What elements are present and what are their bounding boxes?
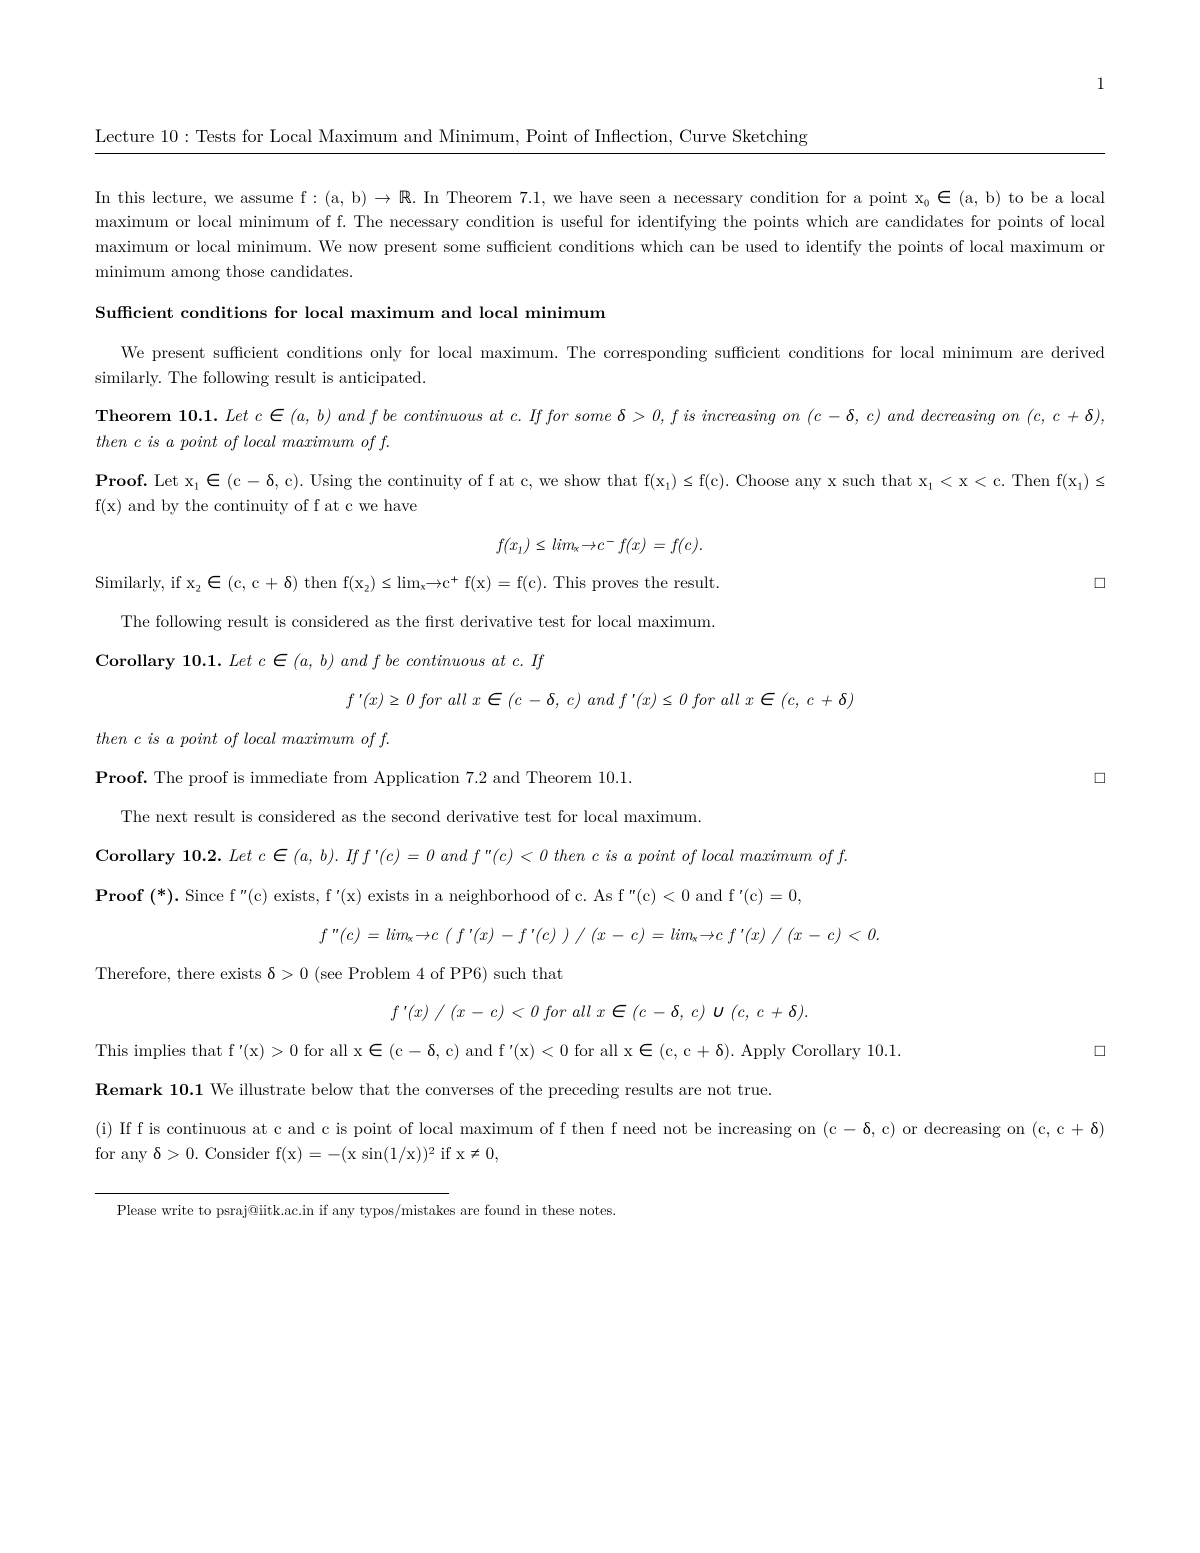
proof-1-display: f(x₁) ≤ limₓ→c⁻ f(x) = f(c). [95,531,1105,556]
proof-text: Similarly, if x₂ ∈ (c, c + δ) then f(x₂)… [95,569,720,593]
qed-icon: □ [1095,1037,1105,1062]
cor101-display: f ′(x) ≥ 0 for all x ∈ (c − δ, c) and f … [95,686,1105,711]
qed-icon: □ [1095,569,1105,594]
display-text: f ′(x) / (x − c) < 0 for all x ∈ (c − δ,… [391,998,808,1022]
proof-3-display-1: f ″(c) = limₓ→c ( f ′(x) − f ′(c) ) / (x… [95,921,1105,946]
proof-3-p1: Proof (*). Since f ″(c) exists, f ′(x) e… [95,882,1105,908]
qed-icon: □ [1095,764,1105,789]
proof-3-p3: This implies that f ′(x) > 0 for all x ∈… [95,1037,1105,1062]
theorem-10-1: Theorem 10.1. Let c ∈ (a, b) and f be co… [95,402,1105,452]
lecture-title: Lecture 10 : Tests for Local Maximum and… [95,123,1105,154]
corollary-body: Let c ∈ (a, b) and f be continuous at c.… [228,647,542,671]
proof-3-p2: Therefore, there exists δ > 0 (see Probl… [95,960,1105,985]
section-heading: Sufficient conditions for local maximum … [95,300,1105,325]
cor101-body2: then c is a point of local maximum of f. [95,725,1105,750]
proof-2: Proof. The proof is immediate from Appli… [95,764,1105,790]
remark-10-1: Remark 10.1 We illustrate below that the… [95,1076,1105,1102]
corollary-label: Corollary 10.1. [95,648,222,672]
proof-text: This implies that f ′(x) > 0 for all x ∈… [95,1037,902,1061]
footer-note: Please write to psraj@iitk.ac.in if any … [95,1200,1105,1221]
corollary-10-1: Corollary 10.1. Let c ∈ (a, b) and f be … [95,647,1105,673]
page-number: 1 [95,70,1105,95]
corollary-10-2: Corollary 10.2. Let c ∈ (a, b). If f ′(c… [95,842,1105,868]
footer-rule [95,1193,449,1194]
section-intro: We present sufficient conditions only fo… [95,339,1105,388]
theorem-body: Let c ∈ (a, b) and f be continuous at c.… [95,402,1105,452]
after-cor101: The next result is considered as the sec… [95,803,1105,828]
proof-label: Proof. [95,765,148,789]
intro-paragraph: In this lecture, we assume f : (a, b) → … [95,184,1105,283]
proof-3-display-2: f ′(x) / (x − c) < 0 for all x ∈ (c − δ,… [95,998,1105,1023]
corollary-body: Let c ∈ (a, b). If f ′(c) = 0 and f ″(c)… [228,842,848,866]
corollary-label: Corollary 10.2. [95,843,222,867]
after-thm101: The following result is considered as th… [95,608,1105,633]
proof-text: The proof is immediate from Application … [154,764,633,788]
proof-label: Proof (*). [95,883,179,907]
proof-label: Proof. [95,468,148,492]
theorem-label: Theorem 10.1. [95,403,218,427]
proof-1-p1: Proof. Let x₁ ∈ (c − δ, c). Using the co… [95,467,1105,517]
proof-text: Since f ″(c) exists, f ′(x) exists in a … [185,882,802,906]
proof-text: Let x₁ ∈ (c − δ, c). Using the continuit… [95,467,1105,517]
remark-label: Remark 10.1 [95,1077,204,1101]
remark-item-i: (i) If f is continuous at c and c is poi… [95,1115,1105,1164]
proof-1-p2: Similarly, if x₂ ∈ (c, c + δ) then f(x₂)… [95,569,1105,594]
remark-body: We illustrate below that the converses o… [210,1076,773,1100]
